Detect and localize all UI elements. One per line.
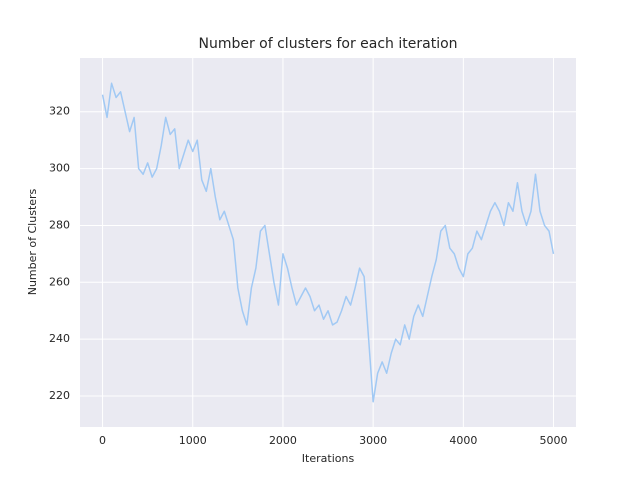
y-tick-label: 280 xyxy=(49,218,70,231)
y-tick-label: 320 xyxy=(49,105,70,118)
x-tick-label: 3000 xyxy=(359,434,387,447)
y-axis-label: Number of Clusters xyxy=(26,188,39,295)
data-line xyxy=(101,82,555,403)
x-axis-label: Iterations xyxy=(302,452,355,465)
x-tick-label: 5000 xyxy=(540,434,568,447)
plot-area xyxy=(80,58,576,427)
y-tick-label: 220 xyxy=(49,389,70,402)
y-tick-label: 300 xyxy=(49,162,70,175)
y-tick-label: 240 xyxy=(49,332,70,345)
y-tick-label: 260 xyxy=(49,275,70,288)
x-tick-label: 0 xyxy=(99,434,106,447)
chart-title: Number of clusters for each iteration xyxy=(198,36,457,52)
x-tick-label: 2000 xyxy=(269,434,297,447)
x-tick-label: 1000 xyxy=(179,434,207,447)
x-tick-label: 4000 xyxy=(449,434,477,447)
